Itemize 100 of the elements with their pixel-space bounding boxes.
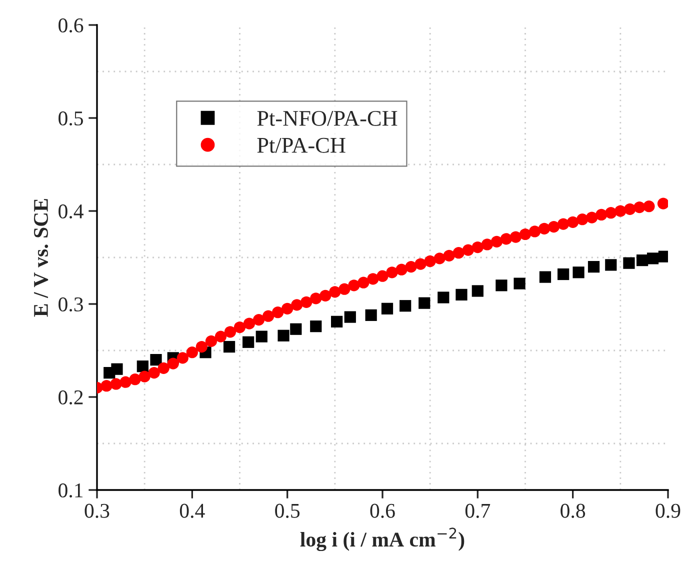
point bbox=[472, 241, 484, 254]
point bbox=[400, 300, 412, 312]
point bbox=[567, 216, 579, 228]
point bbox=[490, 236, 503, 248]
point bbox=[150, 354, 162, 366]
legend-label: Pt-NFO/PA-CH bbox=[257, 110, 398, 126]
point bbox=[205, 335, 218, 348]
point bbox=[496, 280, 508, 292]
point bbox=[344, 311, 356, 323]
point bbox=[657, 198, 668, 210]
point bbox=[452, 247, 464, 259]
point bbox=[414, 258, 426, 270]
point bbox=[481, 238, 493, 250]
point bbox=[539, 271, 552, 283]
point bbox=[329, 286, 341, 298]
point bbox=[634, 201, 646, 214]
point bbox=[100, 380, 112, 392]
point bbox=[167, 358, 179, 370]
point bbox=[596, 208, 608, 221]
point bbox=[291, 299, 303, 311]
point bbox=[586, 212, 598, 224]
point bbox=[456, 288, 468, 301]
point bbox=[129, 374, 141, 386]
point bbox=[234, 321, 246, 334]
x-axis-title: log i (i / mA cm$^{−2}$) bbox=[300, 528, 464, 552]
point bbox=[424, 255, 436, 268]
point bbox=[558, 268, 570, 280]
x-tick-label: 0.4 bbox=[180, 504, 205, 518]
point bbox=[576, 214, 588, 226]
point bbox=[462, 244, 474, 256]
point bbox=[472, 285, 484, 297]
point bbox=[605, 207, 617, 219]
point bbox=[510, 231, 522, 243]
point bbox=[110, 378, 122, 390]
point bbox=[358, 276, 370, 288]
y-tick-label: 0.6 bbox=[58, 18, 84, 33]
x-tick-label: 0.9 bbox=[656, 504, 680, 518]
point bbox=[196, 340, 208, 353]
point bbox=[278, 330, 290, 342]
point bbox=[186, 346, 198, 358]
point bbox=[528, 226, 541, 238]
point bbox=[252, 314, 265, 326]
y-tick-label: 0.2 bbox=[58, 390, 83, 405]
point bbox=[588, 260, 600, 273]
point bbox=[331, 316, 343, 328]
point bbox=[282, 302, 294, 314]
point bbox=[262, 310, 274, 322]
x-tick-label: 0.8 bbox=[560, 504, 586, 518]
point bbox=[348, 280, 360, 292]
point bbox=[256, 330, 268, 342]
x-tick-label: 0.3 bbox=[84, 504, 110, 518]
point bbox=[376, 270, 388, 282]
point bbox=[418, 297, 430, 309]
point bbox=[643, 200, 655, 212]
point bbox=[176, 352, 188, 364]
point bbox=[443, 250, 455, 262]
x-tick-label: 0.7 bbox=[465, 504, 490, 518]
point bbox=[136, 360, 148, 372]
point bbox=[646, 252, 659, 264]
point bbox=[558, 218, 570, 230]
point bbox=[272, 306, 284, 318]
point bbox=[396, 264, 408, 276]
point bbox=[514, 278, 526, 290]
point bbox=[614, 205, 626, 217]
point bbox=[365, 309, 377, 321]
point bbox=[572, 266, 584, 278]
y-axis-title: E / V vs. SCE bbox=[34, 199, 48, 317]
point bbox=[605, 259, 617, 271]
point bbox=[519, 228, 532, 240]
point bbox=[320, 290, 332, 302]
point bbox=[310, 320, 322, 332]
point bbox=[120, 376, 132, 388]
x-tick-label: 0.6 bbox=[370, 504, 395, 518]
legend-label: Pt/PA-CH bbox=[257, 138, 346, 153]
point bbox=[138, 370, 150, 382]
x-tick-label: 0.5 bbox=[275, 504, 300, 518]
point bbox=[242, 336, 254, 348]
point bbox=[224, 326, 236, 338]
point bbox=[338, 283, 350, 295]
point bbox=[214, 330, 227, 342]
point bbox=[538, 222, 550, 234]
point bbox=[500, 233, 512, 245]
point bbox=[111, 363, 123, 375]
point bbox=[367, 273, 379, 285]
point bbox=[438, 292, 450, 304]
point bbox=[310, 292, 322, 304]
point bbox=[148, 367, 160, 379]
point bbox=[386, 266, 398, 278]
point bbox=[290, 323, 302, 335]
y-tick-label: 0.3 bbox=[58, 297, 83, 312]
point bbox=[624, 203, 636, 215]
point bbox=[158, 362, 170, 374]
point bbox=[434, 252, 446, 264]
point bbox=[548, 221, 560, 233]
point bbox=[623, 257, 635, 269]
point bbox=[300, 296, 312, 308]
y-tick-label: 0.4 bbox=[58, 204, 84, 219]
y-tick-label: 0.5 bbox=[58, 111, 83, 126]
point bbox=[636, 254, 648, 266]
y-tick-label: 0.1 bbox=[58, 483, 83, 498]
